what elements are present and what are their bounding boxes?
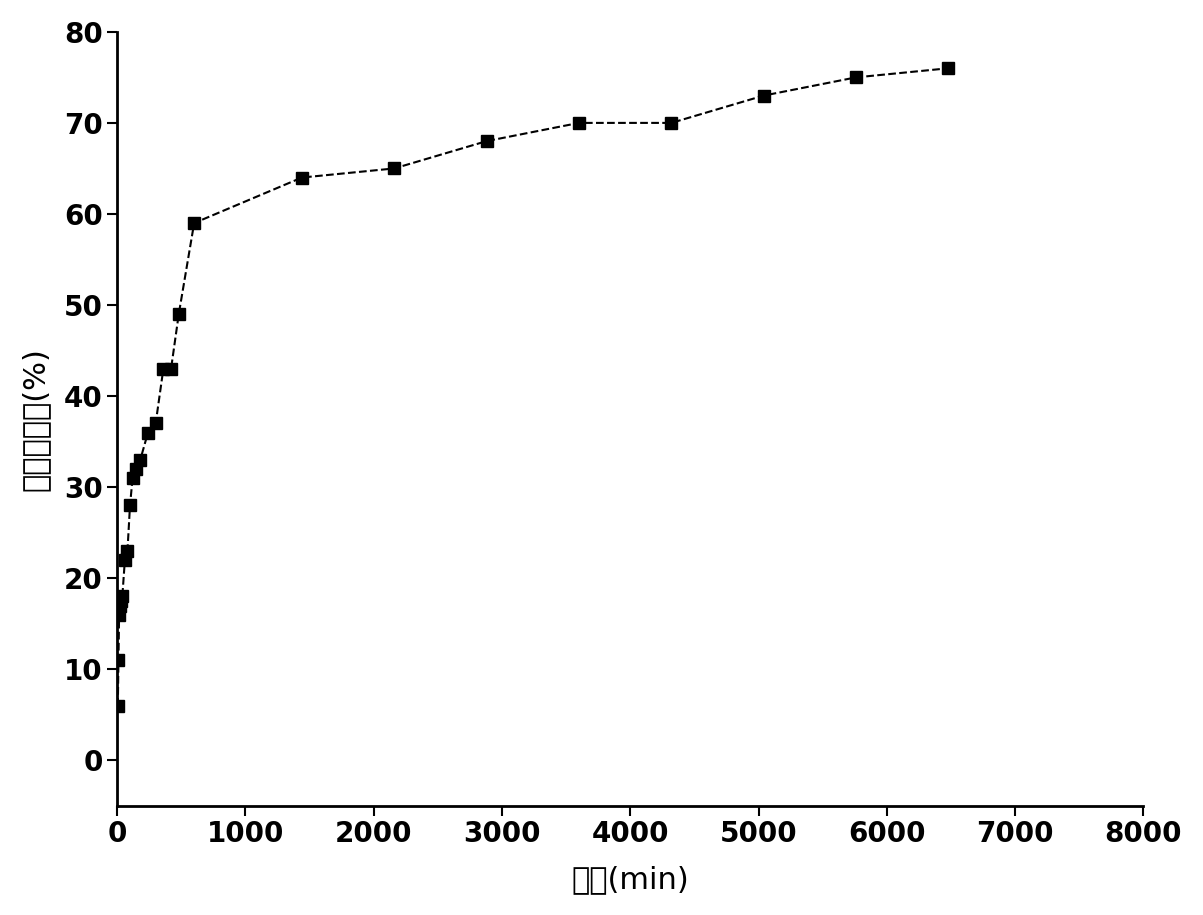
Y-axis label: 药物释放量(%): 药物释放量(%) <box>20 347 49 490</box>
X-axis label: 时间(min): 时间(min) <box>571 866 689 894</box>
